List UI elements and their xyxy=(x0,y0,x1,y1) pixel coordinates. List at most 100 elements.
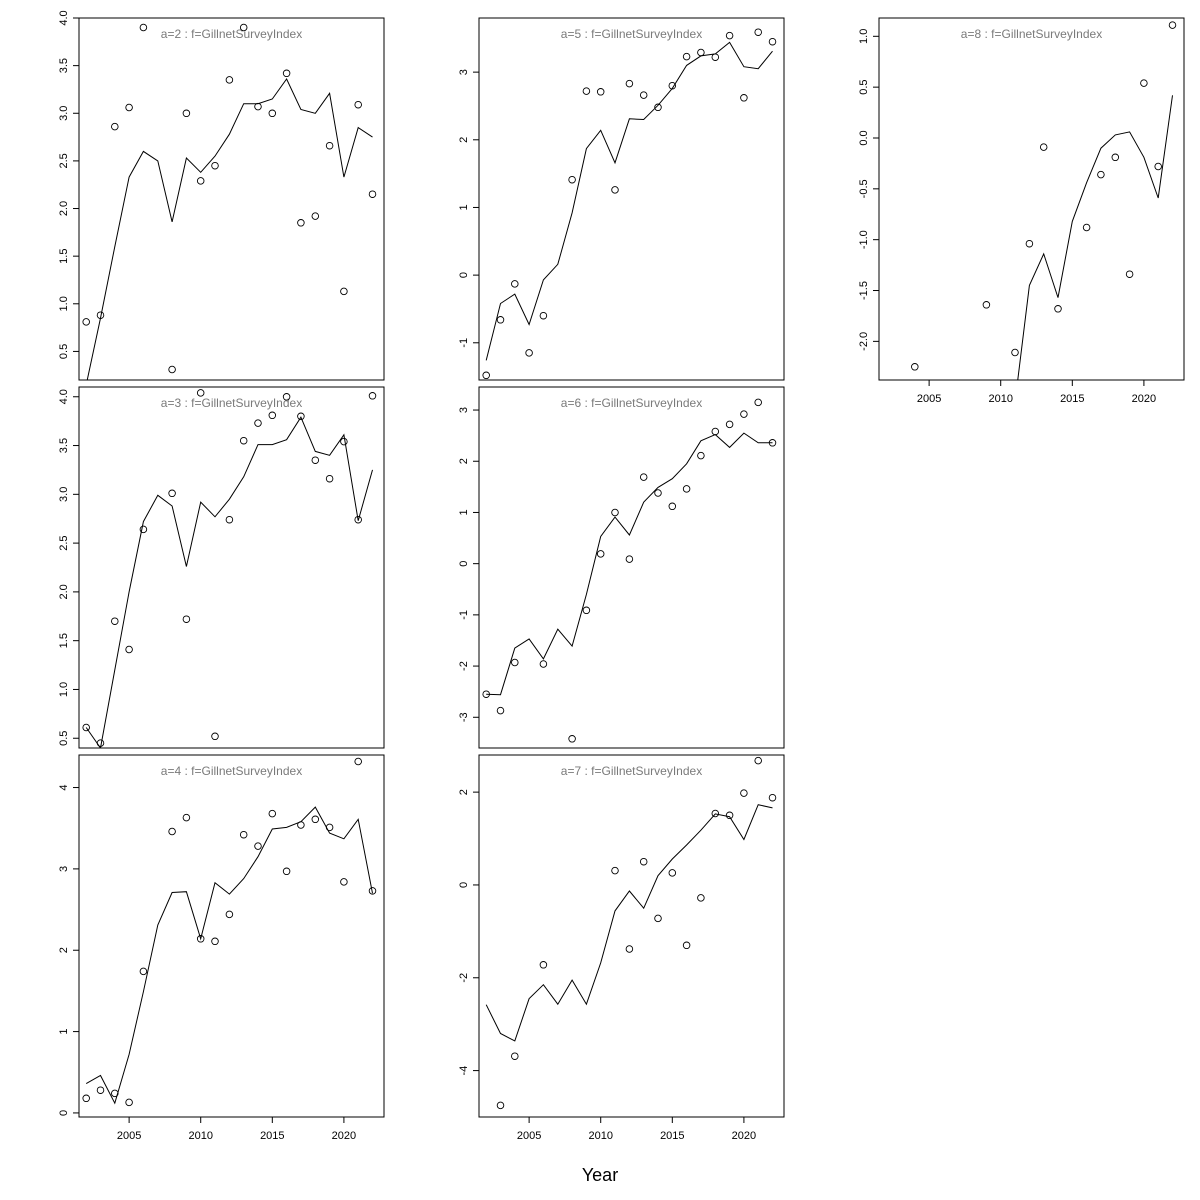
observed-point xyxy=(182,813,191,822)
observed-point xyxy=(340,287,348,296)
observed-point xyxy=(539,961,548,969)
panels: a=2 : f=GillnetSurveyIndex 0.5 1.0 1.5 2.0 2.… xyxy=(58,10,1185,1142)
observed-point xyxy=(1125,270,1134,278)
observed-point xyxy=(182,615,191,623)
observed-point xyxy=(1154,162,1162,171)
y-tick-label: 1 xyxy=(458,204,470,210)
observed-point xyxy=(111,617,119,625)
observed-point xyxy=(368,887,377,895)
plot-frame xyxy=(478,17,785,381)
observed-point xyxy=(239,436,248,445)
data-layer xyxy=(911,21,1177,380)
observed-point xyxy=(125,1098,133,1107)
x-tick-label: 2020 xyxy=(1132,393,1156,405)
observed-point xyxy=(496,706,505,715)
x-tick-label: 2020 xyxy=(332,1130,356,1142)
observed-point xyxy=(639,473,648,481)
observed-point xyxy=(196,389,205,397)
observed-point xyxy=(682,941,691,950)
observed-point xyxy=(282,867,291,876)
y-tick-label: -2 xyxy=(458,661,470,671)
y-tick-label: 1.0 xyxy=(858,29,870,44)
x-tick-label: 2010 xyxy=(988,393,1012,405)
observed-point xyxy=(697,451,705,460)
observed-point xyxy=(325,141,334,150)
data-layer xyxy=(482,28,777,380)
x-tick-label: 2005 xyxy=(517,1130,541,1142)
panel-title: a=8 : f=GillnetSurveyIndex xyxy=(961,27,1102,41)
observed-point xyxy=(1011,348,1019,357)
observed-point xyxy=(596,88,605,96)
observed-point xyxy=(225,515,234,524)
chart-panel: a=5 : f=GillnetSurveyIndex -1 0 1 2 3 xyxy=(458,17,785,381)
observed-point xyxy=(139,525,148,534)
y-tick-label: 2 xyxy=(58,947,70,953)
observed-point xyxy=(754,398,762,407)
y-tick-label: 0.0 xyxy=(858,130,870,145)
observed-point xyxy=(611,866,619,875)
observed-point xyxy=(625,79,634,88)
plot-frame xyxy=(878,17,1185,381)
observed-point xyxy=(225,910,234,919)
plot-frame xyxy=(78,17,385,381)
observed-point xyxy=(697,48,705,57)
observed-point xyxy=(768,793,777,802)
y-tick-label: 1 xyxy=(58,1029,70,1035)
observed-point xyxy=(525,349,533,357)
observed-point xyxy=(611,186,619,194)
observed-point xyxy=(654,103,662,112)
observed-point xyxy=(1097,170,1105,179)
y-tick-label: 0.5 xyxy=(58,344,70,359)
observed-point xyxy=(125,103,133,112)
observed-point xyxy=(740,789,748,797)
observed-point xyxy=(311,212,320,220)
fitted-line xyxy=(486,432,773,696)
observed-point xyxy=(611,508,619,517)
observed-point xyxy=(268,411,277,420)
observed-point xyxy=(768,37,777,46)
x-tick-label: 2010 xyxy=(588,1130,612,1142)
observed-point xyxy=(82,1094,90,1103)
observed-point xyxy=(282,69,291,78)
observed-point xyxy=(482,371,490,380)
chart-panel: a=4 : f=GillnetSurveyIndex 0 1 2 3 4 2005 2010 2… xyxy=(58,754,385,1142)
observed-point xyxy=(211,161,219,170)
fitted-line xyxy=(85,416,373,748)
observed-point xyxy=(639,857,648,866)
observed-point xyxy=(354,757,362,766)
observed-point xyxy=(668,502,677,511)
observed-point xyxy=(982,301,991,309)
data-layer xyxy=(485,756,777,1110)
observed-point xyxy=(625,945,634,953)
observed-point xyxy=(1082,223,1091,232)
y-tick-label: -4 xyxy=(458,1066,470,1076)
observed-point xyxy=(82,723,90,732)
y-tick-label: 4.0 xyxy=(58,389,70,404)
observed-point xyxy=(254,102,262,111)
y-tick-label: 0 xyxy=(458,882,470,888)
observed-point xyxy=(568,175,576,184)
y-tick-label: -2.0 xyxy=(858,332,870,351)
observed-point xyxy=(668,869,677,877)
plot-frame xyxy=(478,754,785,1118)
observed-point xyxy=(368,392,377,400)
observed-point xyxy=(582,606,591,615)
observed-point xyxy=(1168,21,1177,29)
observed-point xyxy=(496,1101,505,1110)
observed-point xyxy=(1140,79,1148,87)
y-tick-label: -1 xyxy=(458,338,470,348)
observed-point xyxy=(740,410,748,418)
y-tick-label: 3 xyxy=(458,407,470,413)
chart-panel: a=3 : f=GillnetSurveyIndex 0.5 1.0 1.5 2.0 2.… xyxy=(58,386,385,749)
observed-point xyxy=(168,489,176,498)
x-tick-label: 2005 xyxy=(917,393,941,405)
panel-title: a=3 : f=GillnetSurveyIndex xyxy=(161,396,302,410)
y-tick-label: -1.0 xyxy=(858,230,870,249)
observed-point xyxy=(211,732,219,741)
y-tick-label: 1.5 xyxy=(58,249,70,264)
x-tick-label: 2015 xyxy=(1060,393,1084,405)
observed-point xyxy=(111,122,119,131)
observed-point xyxy=(368,190,377,198)
y-tick-label: 2.0 xyxy=(58,584,70,599)
